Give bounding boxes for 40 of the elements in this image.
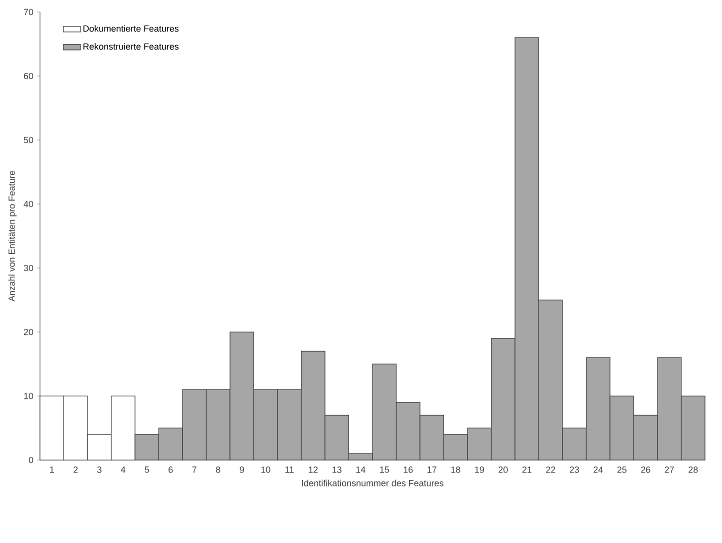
x-tick-label: 26 (641, 466, 650, 473)
x-tick-label: 18 (451, 466, 460, 473)
y-tick-label: 0 (28, 456, 34, 464)
x-tick-label: 24 (594, 466, 603, 473)
x-tick-label: 8 (216, 466, 220, 473)
y-tick-label: 20 (24, 328, 34, 336)
x-tick-label: 3 (97, 466, 102, 473)
x-tick-label: 7 (192, 466, 196, 473)
x-tick-label: 21 (522, 466, 532, 473)
x-tick-label: 4 (120, 466, 126, 473)
x-tick-label: 5 (144, 466, 149, 473)
y-tick-label: 10 (24, 392, 34, 400)
legend-label: Dokumentierte Features (83, 25, 179, 32)
y-tick-label: 60 (24, 72, 34, 80)
x-tick-label: 20 (498, 466, 508, 473)
x-tick-label: 6 (168, 466, 173, 473)
x-tick-label: 22 (546, 466, 556, 473)
x-tick-label: 19 (475, 466, 484, 473)
x-tick-label: 28 (688, 466, 698, 473)
x-tick-label: 17 (428, 466, 436, 473)
x-tick-label: 25 (617, 466, 626, 473)
x-tick-label: 16 (404, 466, 413, 473)
x-tick-label: 23 (570, 466, 579, 473)
x-tick-label: 1 (50, 466, 54, 473)
y-tick-label: 50 (24, 136, 34, 144)
x-tick-label: 10 (261, 466, 270, 473)
x-tick-label: 9 (240, 466, 244, 473)
x-tick-label: 12 (308, 466, 318, 473)
x-tick-label: 11 (285, 466, 294, 473)
legend-label: Rekonstruierte Features (83, 43, 179, 50)
y-axis-title: Anzahl von Entitäten pro Feature (8, 170, 17, 302)
y-tick-label: 30 (24, 264, 34, 272)
y-tick-label: 70 (24, 8, 34, 16)
x-tick-label: 2 (74, 466, 78, 473)
y-tick-label: 40 (24, 200, 34, 208)
x-axis-title: Identifikationsnummer des Features (302, 480, 444, 486)
x-tick-label: 15 (380, 466, 389, 473)
x-tick-label: 14 (356, 466, 366, 473)
x-tick-label: 27 (664, 466, 674, 473)
x-tick-label: 13 (332, 466, 342, 473)
